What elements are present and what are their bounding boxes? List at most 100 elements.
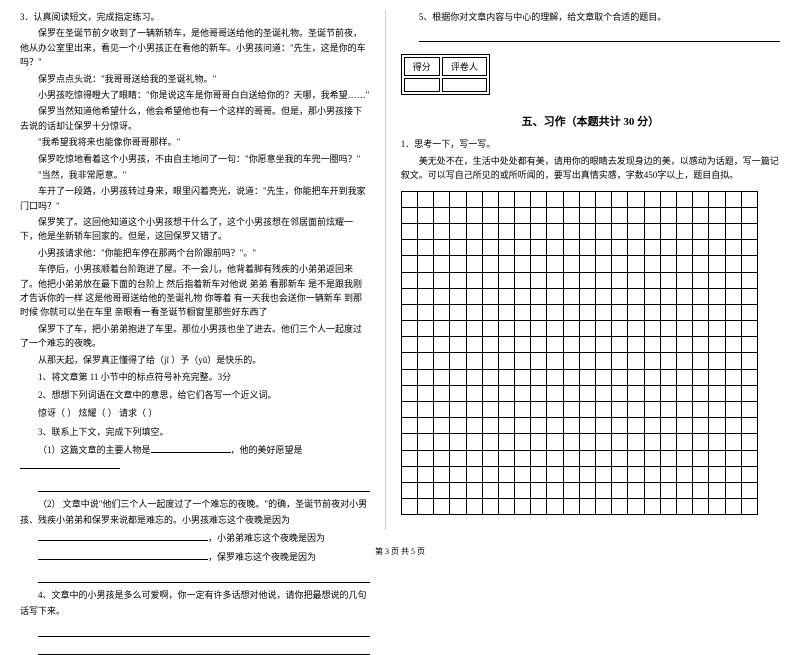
writing-cell[interactable] <box>401 385 417 401</box>
writing-cell[interactable] <box>498 353 514 369</box>
writing-cell[interactable] <box>563 321 579 337</box>
writing-cell[interactable] <box>547 191 563 207</box>
writing-cell[interactable] <box>579 499 595 515</box>
writing-cell[interactable] <box>515 418 531 434</box>
writing-cell[interactable] <box>434 385 450 401</box>
writing-cell[interactable] <box>563 288 579 304</box>
writing-cell[interactable] <box>450 337 466 353</box>
writing-cell[interactable] <box>450 402 466 418</box>
writing-cell[interactable] <box>693 321 709 337</box>
writing-cell[interactable] <box>515 450 531 466</box>
writing-cell[interactable] <box>466 434 482 450</box>
writing-cell[interactable] <box>693 191 709 207</box>
writing-cell[interactable] <box>531 482 547 498</box>
writing-cell[interactable] <box>596 385 612 401</box>
writing-cell[interactable] <box>644 256 660 272</box>
writing-cell[interactable] <box>434 288 450 304</box>
writing-cell[interactable] <box>401 499 417 515</box>
writing-cell[interactable] <box>741 304 757 320</box>
writing-cell[interactable] <box>693 499 709 515</box>
writing-cell[interactable] <box>547 207 563 223</box>
writing-cell[interactable] <box>596 272 612 288</box>
writing-cell[interactable] <box>596 353 612 369</box>
writing-cell[interactable] <box>482 304 498 320</box>
writing-cell[interactable] <box>498 304 514 320</box>
writing-cell[interactable] <box>417 434 433 450</box>
answer-line[interactable] <box>38 569 370 583</box>
writing-cell[interactable] <box>466 385 482 401</box>
writing-cell[interactable] <box>693 223 709 239</box>
writing-cell[interactable] <box>693 256 709 272</box>
writing-cell[interactable] <box>644 499 660 515</box>
writing-cell[interactable] <box>417 191 433 207</box>
writing-cell[interactable] <box>563 402 579 418</box>
writing-cell[interactable] <box>563 353 579 369</box>
writing-cell[interactable] <box>725 337 741 353</box>
writing-cell[interactable] <box>417 482 433 498</box>
writing-cell[interactable] <box>628 499 644 515</box>
writing-cell[interactable] <box>498 256 514 272</box>
writing-cell[interactable] <box>498 450 514 466</box>
writing-cell[interactable] <box>531 337 547 353</box>
blank-fill[interactable] <box>38 540 208 541</box>
writing-cell[interactable] <box>612 385 628 401</box>
writing-cell[interactable] <box>563 466 579 482</box>
answer-line[interactable] <box>38 641 370 655</box>
writing-cell[interactable] <box>498 272 514 288</box>
writing-cell[interactable] <box>676 482 692 498</box>
writing-cell[interactable] <box>482 482 498 498</box>
writing-cell[interactable] <box>725 272 741 288</box>
writing-cell[interactable] <box>628 482 644 498</box>
writing-cell[interactable] <box>596 207 612 223</box>
writing-cell[interactable] <box>547 434 563 450</box>
answer-line[interactable] <box>38 478 370 492</box>
writing-cell[interactable] <box>725 353 741 369</box>
writing-cell[interactable] <box>676 223 692 239</box>
writing-cell[interactable] <box>741 191 757 207</box>
writing-cell[interactable] <box>709 434 725 450</box>
writing-cell[interactable] <box>741 482 757 498</box>
writing-cell[interactable] <box>660 482 676 498</box>
writing-cell[interactable] <box>596 418 612 434</box>
writing-cell[interactable] <box>628 191 644 207</box>
grader-cell[interactable] <box>442 78 487 92</box>
writing-cell[interactable] <box>725 240 741 256</box>
writing-cell[interactable] <box>563 207 579 223</box>
writing-cell[interactable] <box>531 288 547 304</box>
writing-cell[interactable] <box>693 240 709 256</box>
writing-cell[interactable] <box>676 450 692 466</box>
writing-cell[interactable] <box>693 434 709 450</box>
writing-cell[interactable] <box>417 402 433 418</box>
writing-cell[interactable] <box>450 466 466 482</box>
writing-cell[interactable] <box>709 321 725 337</box>
writing-cell[interactable] <box>498 418 514 434</box>
writing-cell[interactable] <box>612 240 628 256</box>
writing-cell[interactable] <box>401 418 417 434</box>
writing-cell[interactable] <box>498 223 514 239</box>
writing-cell[interactable] <box>725 418 741 434</box>
writing-cell[interactable] <box>725 369 741 385</box>
writing-cell[interactable] <box>741 288 757 304</box>
score-cell[interactable] <box>404 78 440 92</box>
writing-cell[interactable] <box>417 288 433 304</box>
writing-cell[interactable] <box>401 337 417 353</box>
writing-cell[interactable] <box>612 191 628 207</box>
writing-cell[interactable] <box>498 321 514 337</box>
writing-cell[interactable] <box>531 256 547 272</box>
writing-cell[interactable] <box>660 369 676 385</box>
writing-cell[interactable] <box>547 256 563 272</box>
writing-cell[interactable] <box>741 240 757 256</box>
writing-cell[interactable] <box>644 385 660 401</box>
writing-cell[interactable] <box>434 499 450 515</box>
writing-cell[interactable] <box>676 288 692 304</box>
writing-cell[interactable] <box>482 288 498 304</box>
writing-cell[interactable] <box>466 337 482 353</box>
writing-cell[interactable] <box>709 402 725 418</box>
writing-cell[interactable] <box>482 353 498 369</box>
writing-cell[interactable] <box>676 434 692 450</box>
writing-cell[interactable] <box>612 450 628 466</box>
writing-cell[interactable] <box>660 450 676 466</box>
writing-cell[interactable] <box>741 434 757 450</box>
writing-cell[interactable] <box>660 256 676 272</box>
writing-cell[interactable] <box>450 369 466 385</box>
